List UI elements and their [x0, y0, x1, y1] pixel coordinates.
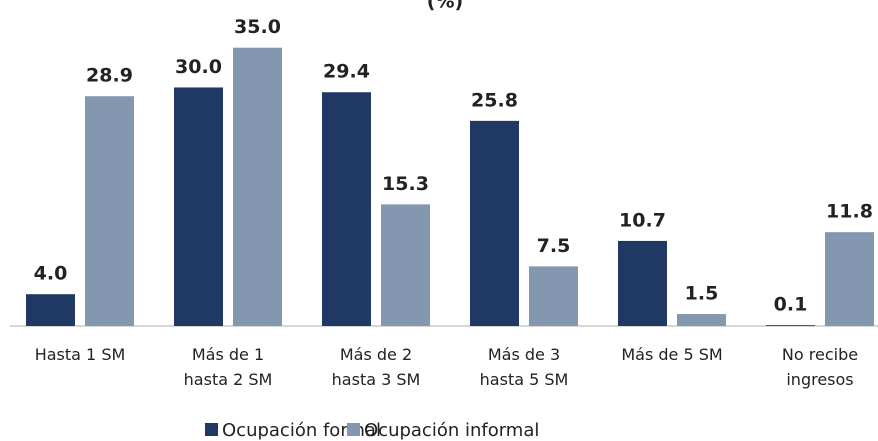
bar: [766, 325, 815, 326]
data-label: 30.0: [175, 56, 222, 78]
bar: [174, 87, 223, 327]
x-tick-label: Más de 1 hasta 2 SM: [184, 345, 273, 389]
data-label: 4.0: [34, 263, 68, 285]
data-label: 25.8: [471, 89, 518, 111]
bar: [529, 266, 578, 326]
x-tick-label: Más de 5 SM: [621, 345, 722, 364]
data-label: 11.8: [826, 201, 873, 223]
bar: [618, 240, 667, 326]
legend-label: Ocupación informal: [364, 420, 539, 441]
data-label: 0.1: [774, 294, 808, 316]
bar: [233, 47, 282, 327]
data-label: 15.3: [382, 173, 429, 195]
chart-title: (%): [427, 0, 463, 13]
bar: [26, 294, 75, 326]
legend-label: Ocupación formal: [222, 420, 381, 441]
x-tick-label: Hasta 1 SM: [35, 345, 126, 364]
data-label: 10.7: [619, 209, 666, 231]
bar: [677, 314, 726, 326]
bar: [381, 204, 430, 326]
data-label: 35.0: [234, 16, 281, 38]
bar: [825, 232, 874, 326]
x-tick-label: No recibe ingresos: [782, 345, 858, 389]
data-label: 28.9: [86, 65, 133, 87]
x-tick-label: Más de 2 hasta 3 SM: [332, 345, 421, 389]
bar: [85, 96, 134, 327]
bar: [322, 92, 371, 326]
legend-swatch: [347, 423, 360, 436]
data-label: 7.5: [537, 235, 571, 257]
bar: [470, 120, 519, 326]
data-label: 29.4: [323, 61, 370, 83]
data-label: 1.5: [685, 283, 719, 305]
legend-swatch: [205, 423, 218, 436]
x-tick-label: Más de 3 hasta 5 SM: [480, 345, 569, 389]
